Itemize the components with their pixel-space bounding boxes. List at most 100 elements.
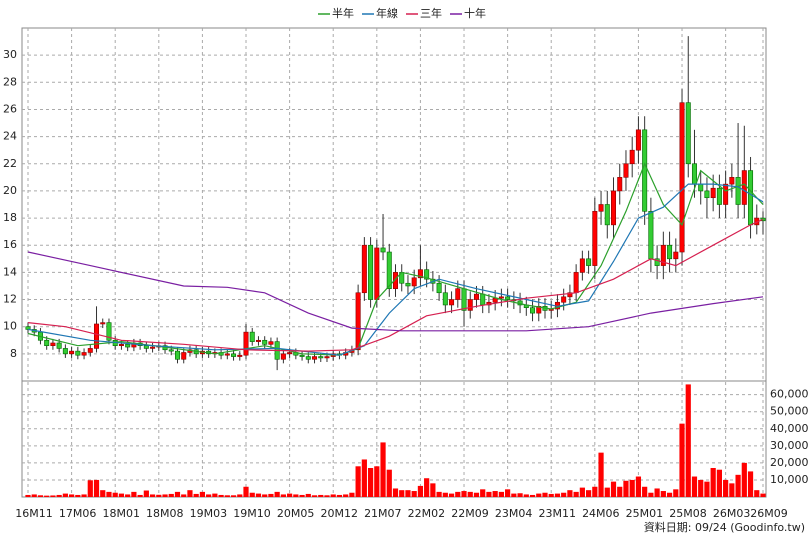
candle-body bbox=[748, 170, 754, 226]
volume-bar bbox=[648, 492, 654, 497]
x-tick-label: 17M06 bbox=[59, 507, 97, 520]
candle-body bbox=[361, 244, 367, 294]
volume-bar bbox=[579, 487, 585, 497]
candle-body bbox=[287, 352, 293, 355]
volume-bar bbox=[392, 488, 399, 497]
volume-bar bbox=[685, 384, 691, 497]
volume-bar bbox=[467, 491, 473, 497]
candle-body bbox=[299, 354, 305, 357]
candle-body bbox=[691, 163, 697, 185]
y2-tick-label: 40,000 bbox=[770, 422, 808, 435]
volume-bar bbox=[642, 486, 648, 497]
x-tick-label: 22M02 bbox=[408, 507, 446, 520]
volume-bar bbox=[106, 491, 112, 497]
x-tick-label: 20M05 bbox=[277, 507, 315, 520]
x-tick-label: 19M03 bbox=[190, 507, 228, 520]
volume-bar bbox=[760, 493, 766, 497]
volume-bar bbox=[81, 494, 87, 497]
candle-body bbox=[586, 258, 592, 266]
volume-bar bbox=[424, 478, 430, 497]
volume-bar bbox=[723, 479, 729, 497]
volume-bar bbox=[143, 490, 149, 497]
candle-body bbox=[598, 204, 604, 212]
volume-bar bbox=[125, 494, 131, 497]
volume-bar bbox=[87, 480, 93, 497]
candle-body bbox=[567, 292, 573, 298]
y-tick-label: 8 bbox=[10, 347, 17, 360]
volume-bar bbox=[666, 492, 673, 497]
volume-bar bbox=[44, 495, 50, 497]
candle-body bbox=[106, 322, 112, 341]
volume-bar bbox=[654, 488, 660, 497]
volume-bar bbox=[287, 493, 293, 497]
volume-bar bbox=[137, 494, 143, 497]
volume-bar bbox=[617, 486, 623, 497]
candle-body bbox=[698, 183, 704, 192]
volume-bar bbox=[511, 493, 517, 497]
volume-bar bbox=[268, 493, 274, 497]
volume-bar bbox=[56, 494, 62, 497]
y-tick-label: 30 bbox=[3, 48, 17, 61]
candle-body bbox=[268, 341, 274, 345]
legend-label: 三年 bbox=[420, 6, 442, 20]
volume-bar bbox=[399, 490, 405, 497]
candle-body bbox=[168, 349, 174, 352]
y-tick-label: 28 bbox=[3, 75, 17, 88]
volume-bar bbox=[729, 483, 735, 497]
volume-bar bbox=[442, 492, 448, 497]
y2-tick-label: 10,000 bbox=[770, 473, 808, 486]
candle-body bbox=[604, 204, 610, 226]
volume-bar bbox=[448, 493, 455, 497]
volume-bar bbox=[199, 491, 206, 497]
volume-bar bbox=[660, 491, 666, 497]
candle-body bbox=[442, 292, 448, 306]
volume-bar bbox=[349, 492, 355, 497]
candle-body bbox=[262, 339, 268, 345]
candle-body bbox=[355, 292, 361, 351]
candle-body bbox=[679, 102, 685, 253]
x-tick-label: 26M03 bbox=[713, 507, 751, 520]
candle-body bbox=[280, 353, 286, 360]
candle-body bbox=[150, 346, 156, 349]
volume-bar bbox=[710, 468, 716, 497]
volume-bar bbox=[698, 479, 704, 497]
volume-bar bbox=[206, 494, 212, 497]
volume-bar bbox=[355, 466, 361, 497]
volume-bar bbox=[735, 474, 741, 497]
volume-bar bbox=[293, 494, 299, 497]
candle-body bbox=[648, 210, 654, 260]
volume-bar bbox=[567, 490, 573, 497]
candle-body bbox=[536, 306, 542, 314]
volume-bar bbox=[62, 493, 68, 497]
candle-body bbox=[181, 352, 187, 360]
volume-bar bbox=[529, 494, 536, 497]
candle-body bbox=[579, 258, 585, 273]
volume-bar bbox=[93, 479, 100, 497]
volume-bar bbox=[374, 466, 380, 497]
candle-body bbox=[623, 163, 629, 178]
y-tick-label: 22 bbox=[3, 157, 17, 170]
candle-body bbox=[729, 177, 735, 185]
candle-body bbox=[255, 339, 261, 342]
candle-body bbox=[118, 344, 124, 347]
volume-bar bbox=[31, 494, 37, 497]
candle-body bbox=[530, 307, 536, 314]
volume-bar bbox=[623, 480, 629, 497]
volume-bar bbox=[280, 494, 286, 497]
volume-bar bbox=[679, 423, 685, 497]
candle-body bbox=[50, 342, 56, 347]
ma-line bbox=[27, 218, 764, 352]
candle-body bbox=[237, 354, 243, 357]
legend-label: 十年 bbox=[464, 6, 486, 20]
candle-body bbox=[143, 345, 149, 349]
candle-body bbox=[629, 149, 635, 165]
volume-bar bbox=[274, 491, 280, 497]
volume-bar bbox=[585, 490, 592, 497]
x-tick-label: 18M01 bbox=[102, 507, 140, 520]
x-tick-label: 23M04 bbox=[495, 507, 533, 520]
candle-body bbox=[75, 350, 81, 356]
candle-body bbox=[611, 190, 617, 226]
volume-bar bbox=[37, 495, 44, 497]
x-tick-label: 25M01 bbox=[626, 507, 664, 520]
volume-bar bbox=[523, 494, 529, 497]
